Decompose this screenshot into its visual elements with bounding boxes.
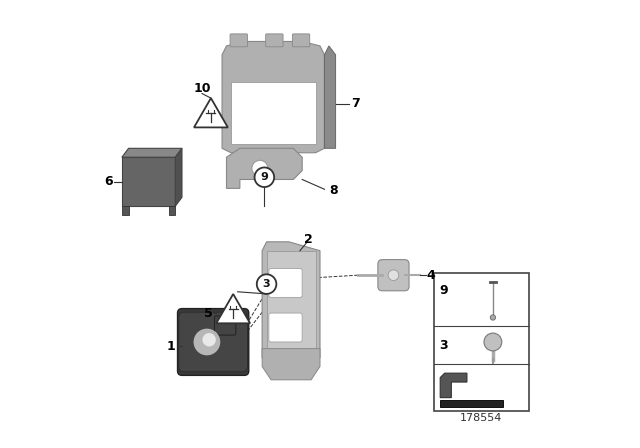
Text: 9: 9 xyxy=(260,172,268,182)
Circle shape xyxy=(202,333,216,346)
Text: 8: 8 xyxy=(329,184,337,197)
Polygon shape xyxy=(440,400,502,406)
Polygon shape xyxy=(267,251,316,358)
Text: 7: 7 xyxy=(351,97,360,110)
Circle shape xyxy=(388,270,399,280)
Polygon shape xyxy=(175,148,182,206)
Polygon shape xyxy=(216,294,250,323)
Polygon shape xyxy=(231,82,316,144)
FancyBboxPatch shape xyxy=(179,312,248,372)
FancyBboxPatch shape xyxy=(177,309,249,375)
Text: 4: 4 xyxy=(427,269,436,282)
FancyBboxPatch shape xyxy=(269,313,302,342)
Polygon shape xyxy=(262,349,320,380)
Text: 3: 3 xyxy=(439,339,448,352)
FancyBboxPatch shape xyxy=(269,268,302,297)
Circle shape xyxy=(255,168,274,187)
Text: 9: 9 xyxy=(439,284,448,297)
FancyBboxPatch shape xyxy=(292,34,310,47)
Polygon shape xyxy=(122,206,129,215)
FancyBboxPatch shape xyxy=(378,260,409,291)
Polygon shape xyxy=(227,148,302,188)
Text: 1: 1 xyxy=(166,340,175,353)
Polygon shape xyxy=(433,273,529,411)
Circle shape xyxy=(490,315,495,320)
Polygon shape xyxy=(262,242,320,366)
Polygon shape xyxy=(324,46,335,148)
Circle shape xyxy=(484,333,502,351)
Polygon shape xyxy=(168,206,175,215)
Polygon shape xyxy=(222,42,324,153)
Polygon shape xyxy=(122,148,182,157)
FancyBboxPatch shape xyxy=(266,34,283,47)
Circle shape xyxy=(257,274,276,294)
Text: 6: 6 xyxy=(104,175,113,188)
Circle shape xyxy=(193,329,220,355)
FancyBboxPatch shape xyxy=(230,34,248,47)
Text: 10: 10 xyxy=(193,82,211,95)
Text: 3: 3 xyxy=(263,279,270,289)
Text: 2: 2 xyxy=(305,233,313,246)
Text: 5: 5 xyxy=(204,306,212,319)
Polygon shape xyxy=(122,157,175,206)
Polygon shape xyxy=(194,98,228,127)
Polygon shape xyxy=(440,373,467,398)
Text: 178554: 178554 xyxy=(460,413,502,422)
Circle shape xyxy=(252,160,268,177)
FancyBboxPatch shape xyxy=(214,316,236,335)
